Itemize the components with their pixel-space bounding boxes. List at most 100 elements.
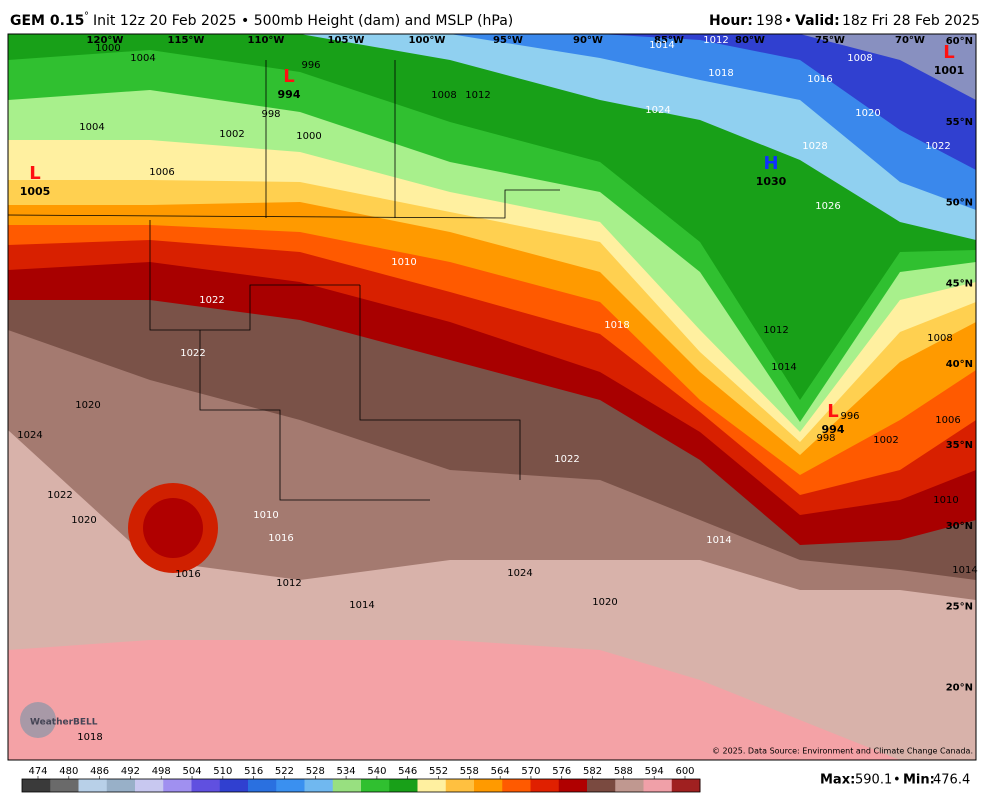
isobar-label: 1024 — [17, 430, 42, 441]
isobar-label: 1004 — [79, 122, 104, 133]
colorbar-label: 504 — [183, 766, 202, 777]
isobar-label: 996 — [840, 411, 859, 422]
isobar-label: 1010 — [391, 257, 416, 268]
isobar-label: 1022 — [925, 141, 950, 152]
colorbar-swatch — [643, 779, 673, 792]
colorbar-swatch — [276, 779, 305, 792]
isobar-label: 1010 — [933, 495, 958, 506]
center-value: 1005 — [20, 185, 51, 198]
latitude-label: 20°N — [946, 682, 973, 693]
colorbar-swatch — [587, 779, 616, 792]
colorbar: 474 480 486 492 498 504 510 516 522 528 534 540 546 5… — [21, 766, 701, 793]
longitude-label: 80°W — [735, 35, 765, 46]
isobar-label: 1014 — [952, 565, 977, 576]
isobar-label: 1016 — [807, 74, 832, 85]
center-value: 1001 — [934, 64, 965, 77]
isobar-label: 1016 — [175, 569, 200, 580]
isobar-label: 1022 — [554, 454, 579, 465]
latitude-label: 30°N — [946, 521, 973, 532]
colorbar-swatch — [78, 779, 108, 792]
latitude-label: 35°N — [946, 440, 973, 451]
colorbar-swatch — [502, 779, 531, 792]
colorbar-swatch — [191, 779, 221, 792]
colorbar-label: 570 — [521, 766, 540, 777]
valid: 18z Fri 28 Feb 2025 — [842, 13, 980, 29]
hour: 198 — [756, 13, 783, 29]
isobar-label: 1028 — [802, 141, 827, 152]
isobar-label: 1008 — [847, 53, 872, 64]
longitude-label: 105°W — [328, 35, 365, 46]
boundary — [8, 189, 560, 219]
boundary — [199, 330, 430, 501]
map — [8, 34, 976, 760]
boundary — [149, 220, 360, 331]
map-frame — [7, 33, 977, 761]
degree: ° — [84, 11, 89, 22]
colorbar-swatch — [163, 779, 192, 792]
colorbar-swatch — [304, 779, 334, 792]
overlay: 120°W 115°W 110°W 105°W 100°W 95°W 90°W 85°W 80°… — [17, 35, 977, 756]
latitude-label: 25°N — [946, 602, 973, 613]
isobar-label: 1002 — [219, 129, 244, 140]
boundary — [359, 285, 521, 480]
colorbar-label: 564 — [491, 766, 510, 777]
longitude-label: 115°W — [168, 35, 205, 46]
colorbar-label: 558 — [460, 766, 479, 777]
colorbar-swatch — [389, 779, 418, 792]
isobar-label: 1026 — [815, 201, 840, 212]
isobar-label: 1002 — [873, 435, 898, 446]
longitude-label: 85°W — [654, 35, 684, 46]
isobar-label: 1018 — [604, 320, 629, 331]
colorbar-label: 522 — [275, 766, 294, 777]
isobar-label: 1006 — [935, 415, 960, 426]
center-value: 994 — [278, 88, 301, 101]
isobar-label: 998 — [261, 109, 280, 120]
center-type: L — [283, 66, 294, 87]
colorbar-swatch — [417, 779, 447, 792]
longitude-label: 75°W — [815, 35, 845, 46]
isobar-label: 1004 — [130, 53, 155, 64]
isobar-label: 996 — [301, 60, 320, 71]
colorbar-swatch — [361, 779, 390, 792]
colorbar-label: 546 — [398, 766, 417, 777]
isobar-label: 1012 — [763, 325, 788, 336]
colorbar-swatch — [530, 779, 560, 792]
separator: • — [784, 13, 792, 29]
colorbar-label: 594 — [645, 766, 664, 777]
isobar-label: 1018 — [708, 68, 733, 79]
isobar-label: 1024 — [507, 568, 532, 579]
isobar-label: 1000 — [95, 43, 120, 54]
colorbar-swatch — [219, 779, 249, 792]
colorbar-swatch — [615, 779, 644, 792]
colorbar-label: 480 — [59, 766, 78, 777]
model: GEM 0.15 — [10, 13, 84, 29]
isobar-label: 1018 — [77, 732, 102, 743]
isobar-label: 1012 — [465, 90, 490, 101]
colorbar-swatch — [558, 779, 588, 792]
max-label: Max: — [820, 773, 855, 788]
colorbar-label: 492 — [121, 766, 140, 777]
longitude-label: 90°W — [573, 35, 603, 46]
isobar-label: 1016 — [268, 533, 293, 544]
colorbar-swatch — [135, 779, 164, 792]
isobar-label: 1020 — [855, 108, 880, 119]
isobar-label: 1008 — [927, 333, 952, 344]
colorbar-label: 582 — [583, 766, 602, 777]
colorbar-swatch — [332, 779, 362, 792]
isobar-label: 1022 — [199, 295, 224, 306]
footer: Max: 590.1 • Min: 476.4 — [820, 773, 970, 788]
isobar-label: 1022 — [180, 348, 205, 359]
center-type: L — [29, 163, 40, 184]
valid-label: Valid: — [795, 13, 840, 29]
isobar-label: 1010 — [253, 510, 278, 521]
height-band — [8, 34, 976, 100]
max: 590.1 — [855, 773, 892, 788]
isobar-label: 1006 — [149, 167, 174, 178]
colorbar-label: 540 — [367, 766, 386, 777]
colorbar-label: 576 — [552, 766, 571, 777]
cutoff-core — [143, 498, 203, 558]
colorbar-swatch — [22, 779, 51, 792]
colorbar-label: 534 — [337, 766, 356, 777]
logo: WeatherBELL — [30, 718, 98, 728]
